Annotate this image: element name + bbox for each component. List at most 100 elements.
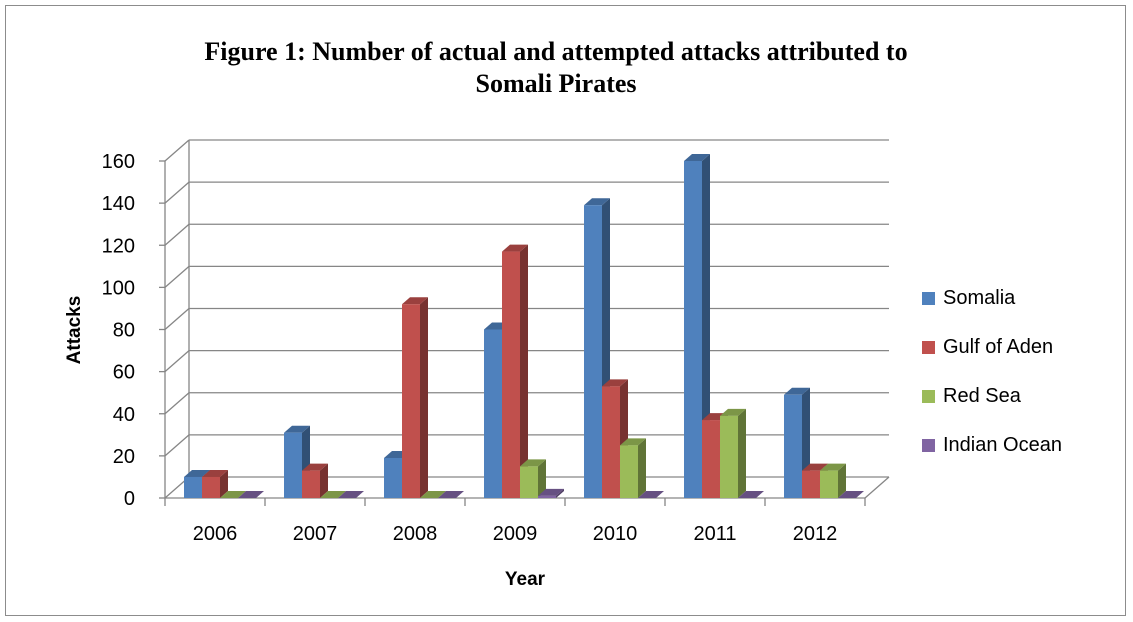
bar-side — [738, 408, 746, 498]
chart-title: Figure 1: Number of actual and attempted… — [46, 36, 1066, 100]
x-tick-label: 2010 — [593, 523, 638, 545]
bar-top — [584, 198, 610, 206]
y-tick-label: 140 — [102, 193, 135, 215]
bar — [538, 488, 564, 498]
bar — [838, 491, 864, 499]
bar-top — [684, 154, 710, 161]
legend-label: Somalia — [943, 286, 1016, 309]
gridline-side — [164, 223, 190, 246]
bar-side — [838, 463, 846, 498]
bar-top — [420, 491, 446, 498]
bar-top — [620, 438, 646, 446]
bar-side — [638, 438, 646, 498]
bar-top — [320, 491, 346, 498]
bar-top — [338, 491, 364, 498]
bar — [720, 408, 746, 498]
y-tick-label: 100 — [102, 277, 135, 299]
gridline-side — [164, 434, 190, 457]
bar-front — [502, 251, 520, 498]
x-tick-label: 2011 — [693, 523, 736, 545]
bar-top — [402, 297, 428, 305]
bar-top — [738, 491, 764, 498]
legend-label: Gulf of Aden — [943, 335, 1054, 358]
x-tick-label: 2006 — [193, 523, 238, 545]
legend-swatch — [922, 340, 935, 354]
bar-front — [284, 432, 302, 498]
bar-side — [420, 297, 428, 498]
y-tick-label: 120 — [102, 235, 135, 257]
bar-front — [784, 394, 802, 498]
gridline-side — [164, 139, 190, 162]
bar-side — [220, 469, 228, 498]
tick-labels: 0 20 40 60 80 100 120 140 160 2006 2007 2008 2009 201… — [102, 151, 838, 545]
bar — [638, 491, 664, 499]
bar-front — [384, 457, 402, 498]
bar — [520, 459, 546, 498]
bar-front — [484, 329, 502, 498]
bar-top — [520, 459, 546, 467]
x-tick-label: 2007 — [293, 523, 338, 545]
bar — [220, 491, 246, 499]
y-tick-label: 20 — [113, 446, 135, 468]
bar-front — [302, 470, 320, 498]
bars — [184, 154, 864, 499]
bar-top — [720, 408, 746, 416]
bar-top — [238, 491, 264, 498]
bar-front — [538, 495, 556, 498]
bar — [202, 469, 228, 498]
bar-side — [320, 463, 328, 498]
legend-item: Indian Ocean — [922, 433, 1062, 457]
bar — [738, 491, 764, 499]
legend-item: Somalia — [922, 286, 1062, 310]
y-tick-label: 40 — [113, 404, 135, 426]
legend-swatch — [922, 438, 935, 452]
bar — [302, 463, 328, 498]
x-tick-label: 2012 — [793, 523, 838, 545]
bar — [820, 463, 846, 498]
legend: Somalia Gulf of Aden Red Sea Indian Ocea… — [922, 286, 1062, 482]
bar-side — [556, 488, 564, 498]
bar-top — [184, 469, 210, 477]
bar-top — [302, 463, 328, 471]
bar — [420, 491, 446, 499]
bar-front — [720, 415, 738, 498]
bar — [684, 154, 710, 498]
bar-side — [520, 244, 528, 498]
bar — [402, 297, 428, 498]
bar-front — [684, 161, 702, 498]
bar-top — [838, 491, 864, 498]
bar — [320, 491, 346, 499]
bar-front — [202, 476, 220, 498]
chart-title-line-2: Somali Pirates — [475, 69, 637, 98]
bar-top — [802, 463, 828, 471]
x-tick-label: 2008 — [393, 523, 438, 545]
bar-top — [638, 491, 664, 498]
y-tick-label: 60 — [113, 362, 135, 384]
legend-label: Red Sea — [943, 384, 1021, 407]
bar — [438, 491, 464, 499]
bar-side — [538, 459, 546, 498]
bar-front — [584, 205, 602, 498]
legend-label: Indian Ocean — [943, 433, 1062, 456]
bar-top — [438, 491, 464, 498]
bar — [620, 438, 646, 498]
bar-top — [202, 469, 228, 477]
bar — [338, 491, 364, 499]
bar-front — [702, 420, 720, 498]
bar-front — [402, 304, 420, 498]
bar-front — [820, 470, 838, 498]
bar — [502, 244, 528, 498]
chart-frame: Figure 1: Number of actual and attempted… — [5, 5, 1126, 616]
bar — [238, 491, 264, 499]
floor-right-edge — [864, 476, 890, 499]
bar-top — [502, 244, 528, 252]
gridline-side — [164, 308, 190, 330]
bar-top — [602, 379, 628, 387]
legend-item: Red Sea — [922, 384, 1062, 408]
legend-item: Gulf of Aden — [922, 335, 1062, 359]
bar-front — [184, 476, 202, 498]
legend-swatch — [922, 291, 935, 305]
chart-title-line-1: Figure 1: Number of actual and attempted… — [204, 37, 908, 66]
y-axis-title: Attacks — [64, 296, 85, 365]
